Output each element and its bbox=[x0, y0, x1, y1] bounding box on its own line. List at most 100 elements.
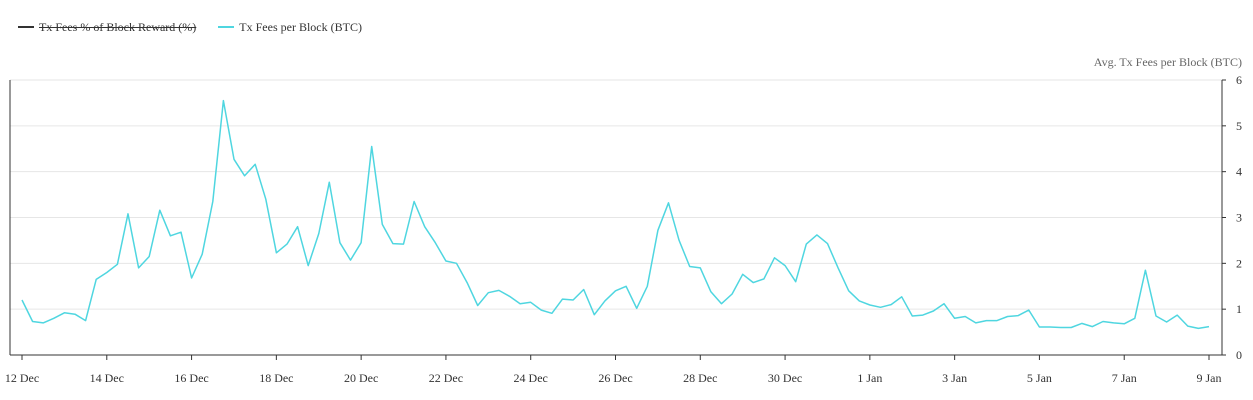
data-point bbox=[963, 315, 967, 319]
data-point bbox=[1165, 320, 1169, 324]
data-point bbox=[1154, 314, 1158, 318]
data-point bbox=[253, 162, 257, 166]
legend-item-fees-per-block[interactable]: Tx Fees per Block (BTC) bbox=[218, 20, 362, 35]
data-point bbox=[974, 321, 978, 325]
data-point bbox=[815, 233, 819, 237]
data-point bbox=[921, 313, 925, 317]
data-point bbox=[296, 225, 300, 229]
data-point bbox=[1016, 314, 1020, 318]
data-point bbox=[995, 319, 999, 323]
data-point bbox=[709, 290, 713, 294]
data-point bbox=[62, 311, 66, 315]
legend-swatch-fee-percent bbox=[18, 26, 34, 28]
data-point bbox=[370, 145, 374, 149]
data-point bbox=[84, 319, 88, 323]
data-point bbox=[94, 277, 98, 281]
data-point bbox=[179, 230, 183, 234]
data-point bbox=[1090, 325, 1094, 329]
x-tick-label-10: 1 Jan bbox=[857, 371, 882, 385]
data-point bbox=[1207, 325, 1211, 329]
data-point bbox=[762, 277, 766, 281]
data-point bbox=[1059, 326, 1063, 330]
data-point bbox=[550, 311, 554, 315]
data-point bbox=[1037, 325, 1041, 329]
data-point bbox=[211, 200, 215, 204]
data-point bbox=[889, 303, 893, 307]
x-tick-label-1: 14 Dec bbox=[90, 371, 124, 385]
y-tick-label-6: 6 bbox=[1236, 73, 1242, 87]
data-point bbox=[1048, 325, 1052, 329]
data-point bbox=[455, 261, 459, 265]
data-point bbox=[105, 271, 109, 275]
data-point bbox=[773, 256, 777, 260]
data-point bbox=[953, 316, 957, 320]
data-point bbox=[592, 313, 596, 317]
legend-swatch-fees-per-block bbox=[218, 26, 235, 28]
y-tick-label-3: 3 bbox=[1236, 211, 1242, 225]
data-point bbox=[1133, 316, 1137, 320]
x-tick-label-2: 16 Dec bbox=[174, 371, 208, 385]
x-tick-label-7: 26 Dec bbox=[598, 371, 632, 385]
x-tick-label-14: 9 Jan bbox=[1197, 371, 1222, 385]
data-point bbox=[698, 266, 702, 270]
data-point bbox=[1143, 268, 1147, 272]
data-point bbox=[1101, 320, 1105, 324]
x-tick-label-8: 28 Dec bbox=[683, 371, 717, 385]
data-point bbox=[73, 312, 77, 316]
data-point bbox=[518, 302, 522, 306]
data-point bbox=[359, 241, 363, 245]
data-point bbox=[836, 266, 840, 270]
data-point bbox=[31, 320, 35, 324]
data-point bbox=[614, 289, 618, 293]
data-point bbox=[433, 241, 437, 245]
data-point bbox=[402, 242, 406, 246]
x-tick-label-9: 30 Dec bbox=[768, 371, 802, 385]
data-point bbox=[349, 258, 353, 262]
data-point bbox=[232, 157, 236, 161]
data-point bbox=[624, 284, 628, 288]
y-tick-label-0: 0 bbox=[1236, 348, 1242, 362]
y-tick-label-1: 1 bbox=[1236, 302, 1242, 316]
data-point bbox=[794, 280, 798, 284]
legend-item-fee-percent[interactable]: Tx Fees % of Block Reward (%) bbox=[18, 20, 196, 35]
data-point bbox=[391, 242, 395, 246]
data-point bbox=[879, 305, 883, 309]
legend-label-fees-per-block: Tx Fees per Block (BTC) bbox=[239, 19, 362, 34]
data-point bbox=[688, 265, 692, 269]
data-point bbox=[1175, 313, 1179, 317]
x-tick-label-4: 20 Dec bbox=[344, 371, 378, 385]
series-line-fees-per-block bbox=[21, 99, 1210, 330]
x-tick-label-13: 7 Jan bbox=[1112, 371, 1137, 385]
data-point bbox=[529, 300, 533, 304]
data-point bbox=[41, 321, 45, 325]
data-point bbox=[900, 295, 904, 299]
data-point bbox=[327, 180, 331, 184]
data-point bbox=[645, 284, 649, 288]
data-point bbox=[847, 289, 851, 293]
x-tick-label-5: 22 Dec bbox=[429, 371, 463, 385]
data-point bbox=[412, 200, 416, 204]
data-point bbox=[857, 299, 861, 303]
data-point bbox=[486, 291, 490, 295]
data-point bbox=[274, 251, 278, 255]
data-point bbox=[1069, 326, 1073, 330]
data-point bbox=[677, 238, 681, 242]
data-point bbox=[667, 201, 671, 205]
data-point bbox=[306, 264, 310, 268]
data-point bbox=[741, 272, 745, 276]
x-tick-label-11: 3 Jan bbox=[942, 371, 967, 385]
data-point bbox=[200, 252, 204, 256]
data-point bbox=[571, 298, 575, 302]
data-point bbox=[1006, 315, 1010, 319]
x-tick-label-6: 24 Dec bbox=[514, 371, 548, 385]
data-point bbox=[984, 319, 988, 323]
x-tick-label-12: 5 Jan bbox=[1027, 371, 1052, 385]
data-point bbox=[1196, 326, 1200, 330]
data-point bbox=[635, 306, 639, 310]
data-point bbox=[826, 242, 830, 246]
data-point bbox=[539, 308, 543, 312]
data-point bbox=[264, 197, 268, 201]
data-point bbox=[465, 281, 469, 285]
x-tick-label-3: 18 Dec bbox=[259, 371, 293, 385]
data-point bbox=[582, 288, 586, 292]
